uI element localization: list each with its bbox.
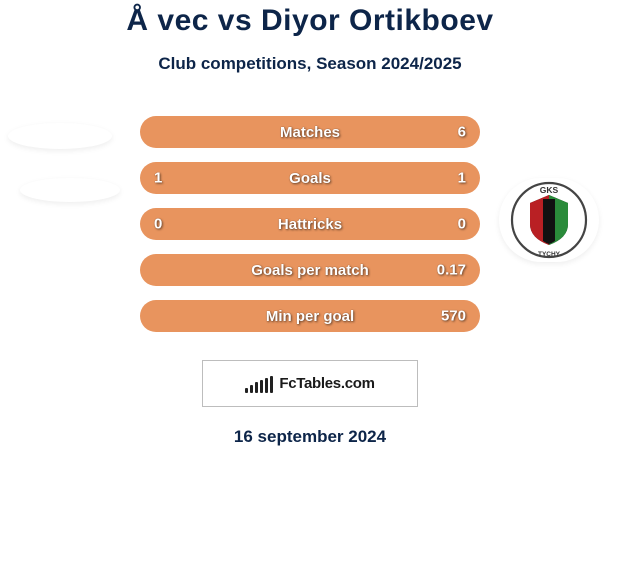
stat-label: Goals per match xyxy=(251,262,369,279)
stat-right-value: 570 xyxy=(441,308,466,325)
subtitle: Club competitions, Season 2024/2025 xyxy=(0,54,620,74)
stat-label: Matches xyxy=(280,124,340,141)
stat-label: Hattricks xyxy=(278,216,342,233)
comparison-card: Å vec vs Diyor Ortikboev Club competitio… xyxy=(0,0,620,580)
stat-left-value: 1 xyxy=(154,170,162,187)
left-ellipse-2 xyxy=(20,178,120,202)
stat-right-value: 6 xyxy=(458,124,466,141)
stat-row: 1 Goals 1 xyxy=(140,162,480,194)
club-badge: GKS TYCHY xyxy=(499,178,599,262)
stat-label: Goals xyxy=(289,170,331,187)
left-ellipse-1 xyxy=(8,123,112,149)
stat-right-value: 0 xyxy=(458,216,466,233)
fctables-box[interactable]: FcTables.com xyxy=(202,360,418,407)
fctables-bars-icon xyxy=(245,375,273,393)
stat-rows: Matches 6 1 Goals 1 0 Hattricks 0 Goals per matc… xyxy=(140,116,480,332)
club-badge-svg: GKS TYCHY xyxy=(510,181,588,259)
page-title: Å vec vs Diyor Ortikboev xyxy=(0,4,620,38)
club-bottom-text: TYCHY xyxy=(538,251,561,258)
stat-left-value: 0 xyxy=(154,216,162,233)
stat-row: Matches 6 xyxy=(140,116,480,148)
stat-row: Goals per match 0.17 xyxy=(140,254,480,286)
club-top-text: GKS xyxy=(540,185,559,195)
stat-right-value: 0.17 xyxy=(437,262,466,279)
stat-row: 0 Hattricks 0 xyxy=(140,208,480,240)
stat-label: Min per goal xyxy=(266,308,354,325)
stat-row: Min per goal 570 xyxy=(140,300,480,332)
stat-right-value: 1 xyxy=(458,170,466,187)
date-line: 16 september 2024 xyxy=(0,427,620,447)
fctables-text: FcTables.com xyxy=(279,375,374,392)
